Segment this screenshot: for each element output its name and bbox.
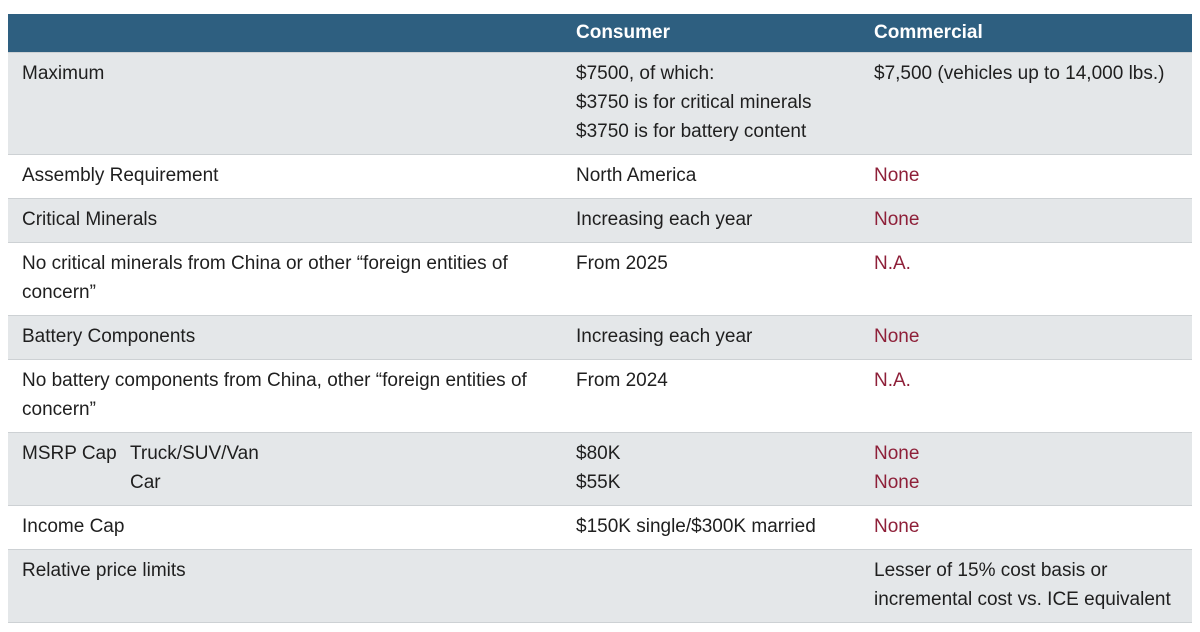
consumer-cell: From 2025 [576,241,874,315]
consumer-cell: $7500, of which: $3750 is for critical mi… [576,51,874,154]
consumer-cell: Increasing each year [576,197,874,242]
column-header-blank [8,14,576,52]
cell-line: $3750 is for critical minerals [576,91,812,113]
cell-line: Increasing each year [576,325,753,347]
row-label: MSRP Cap [22,442,117,464]
row-label: Income Cap [22,515,125,537]
consumer-cell: Increasing each year [576,314,874,359]
consumer-cell: $150K single/$300K married [576,504,874,549]
row-label: No critical minerals from China or other… [22,252,508,303]
cell-line: None [874,164,920,186]
table-row: Critical Minerals Increasing each year Non… [8,197,1192,242]
commercial-cell: None [874,153,1192,198]
row-label-cell: Critical Minerals [8,197,576,242]
cell-line: N.A. [874,369,911,391]
row-label-cell: MSRP Cap Truck/SUV/Van Car [8,431,576,505]
cell-line: None [874,208,920,230]
cell-line: $3750 is for battery content [576,120,807,142]
table-row: Relative price limits Lesser of 15% cost … [8,548,1192,622]
column-header-commercial: Commercial [874,14,1192,52]
cell-line: None [874,442,920,464]
row-label-cell: Battery Components [8,314,576,359]
commercial-cell: None [874,197,1192,242]
row-sublabels: Truck/SUV/Van Car [130,439,259,497]
cell-line: From 2024 [576,369,668,391]
row-label-cell: Maximum [8,51,576,154]
header-row: Consumer Commercial [8,14,1192,52]
cell-line: None [874,471,920,493]
commercial-cell: None [874,314,1192,359]
consumer-cell [576,548,874,622]
commercial-cell: N.A. [874,241,1192,315]
table-row: MSRP Cap Truck/SUV/Van Car $80K $55K None None [8,431,1192,505]
row-label: Critical Minerals [22,208,158,230]
consumer-cell: North America [576,153,874,198]
cell-line: $7,500 (vehicles up to 14,000 lbs.) [874,62,1165,84]
cell-line: $150K single/$300K married [576,515,816,537]
column-header-consumer: Consumer [576,14,874,52]
commercial-cell: None None [874,431,1192,505]
row-label: Assembly Requirement [22,164,219,186]
row-label-cell: Assembly Requirement [8,153,576,198]
table-row: No critical minerals from China or other… [8,241,1192,315]
commercial-cell: N.A. [874,358,1192,432]
row-label-cell: No critical minerals from China or other… [8,241,576,315]
cell-line: None [874,325,920,347]
table-row: Maximum $7500, of which: $3750 is for crit… [8,51,1192,154]
row-label: Battery Components [22,325,196,347]
comparison-table: Consumer Commercial Maximum $7500, of whi… [8,14,1192,623]
row-sublabel: Car [130,471,161,493]
commercial-cell: None [874,504,1192,549]
commercial-cell: Lesser of 15% cost basis or incremental … [874,548,1192,622]
table-row: Battery Components Increasing each year No… [8,314,1192,359]
commercial-cell: $7,500 (vehicles up to 14,000 lbs.) [874,51,1192,154]
row-label-cell: Income Cap [8,504,576,549]
ev-tax-credit-comparison-table: Consumer Commercial Maximum $7500, of whi… [8,14,1192,623]
table-row: Assembly Requirement North America None [8,153,1192,198]
cell-line: Increasing each year [576,208,753,230]
consumer-cell: $80K $55K [576,431,874,505]
row-label-group: MSRP Cap Truck/SUV/Van Car [22,439,550,497]
table-row: Income Cap $150K single/$300K married None [8,504,1192,549]
row-label: Maximum [22,62,105,84]
row-sublabel: Truck/SUV/Van [130,442,259,464]
cell-line: N.A. [874,252,911,274]
cell-line: $55K [576,471,621,493]
cell-line: $7500, of which: [576,62,715,84]
cell-line: $80K [576,442,621,464]
row-label-cell: Relative price limits [8,548,576,622]
row-label-cell: No battery components from China, other … [8,358,576,432]
cell-line: From 2025 [576,252,668,274]
cell-line: None [874,515,920,537]
cell-line: Lesser of 15% cost basis or incremental … [874,559,1171,610]
row-label: No battery components from China, other … [22,369,527,420]
consumer-cell: From 2024 [576,358,874,432]
cell-line: North America [576,164,697,186]
table-row: No battery components from China, other … [8,358,1192,432]
row-label: Relative price limits [22,559,186,581]
